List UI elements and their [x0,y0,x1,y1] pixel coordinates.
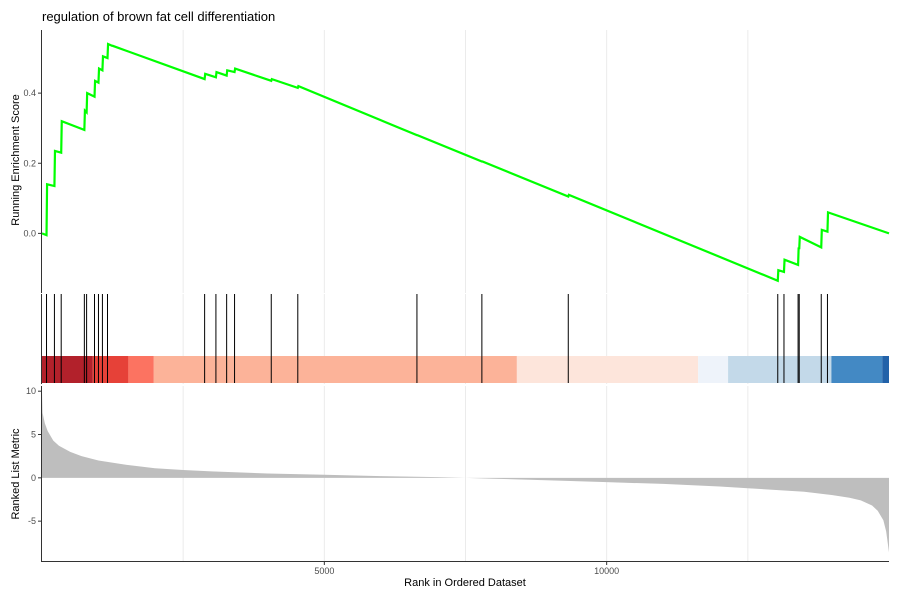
es-y-tick-label-0: 0.0 [23,228,36,238]
color-band-4 [516,356,699,383]
color-band-0 [42,356,93,383]
rank-y-tick-label-1: 0 [31,473,36,483]
running-enrichment-score-line [41,42,890,283]
es-y-ticks: 0.0 0.2 0.4 [23,88,41,238]
color-band-7 [831,356,883,383]
rank-y-ticks: -5 0 5 10 [26,386,41,526]
rank-grid [182,386,749,561]
x-tick-label-0: 5000 [314,566,334,576]
rank-axis-title: Ranked List Metric [10,428,22,520]
color-band-3 [153,356,517,383]
x-ticks: 5000 10000 [314,562,619,576]
rank-y-tick-label-2: 5 [31,430,36,440]
es-grid [182,30,749,293]
chart-title: regulation of brown fat cell differentia… [42,9,275,24]
hits-panel [41,294,889,384]
color-band-2 [128,356,154,383]
color-band-6 [728,356,832,383]
es-y-tick-label-2: 0.4 [23,88,36,98]
ranked-list-metric-area [42,391,889,553]
enrichment-score-panel: 0.0 0.2 0.4 Running Enrichment Score [10,30,890,293]
es-axis-title: Running Enrichment Score [10,94,22,225]
ranked-list-color-band [42,356,889,383]
rank-y-tick-label-3: 10 [26,386,36,396]
ranked-metric-panel: -5 0 5 10 5000 10000 Ranked List Metric Rank… [10,386,889,589]
x-axis-title: Rank in Ordered Dataset [404,577,526,589]
gene-hit-marks [46,294,828,383]
rank-y-tick-label-0: -5 [28,516,36,526]
color-band-8 [882,356,889,383]
color-band-5 [698,356,729,383]
x-tick-label-1: 10000 [594,566,619,576]
es-y-tick-label-1: 0.2 [23,158,36,168]
